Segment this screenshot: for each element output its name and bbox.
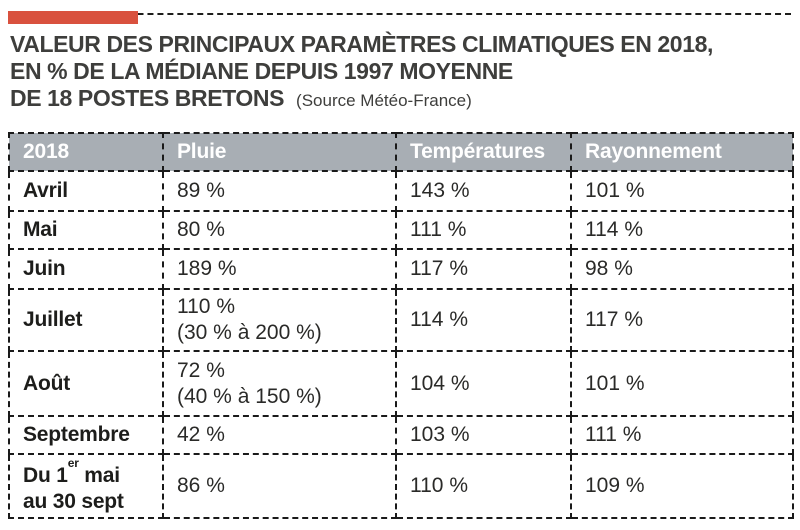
cell-pluie: 80 %	[162, 210, 397, 250]
table-row-septembre: Septembre 42 % 103 % 111 %	[8, 415, 794, 455]
cell-pluie: 89 %	[162, 170, 397, 212]
row-label-line-1: Du 1er mai	[23, 456, 120, 487]
table-row-mai: Mai 80 % 111 % 114 %	[8, 210, 794, 250]
row-label: Du 1er mai au 30 sept	[8, 453, 164, 519]
accent-bar	[8, 11, 138, 24]
cell-temperatures: 143 %	[395, 170, 572, 212]
cell-temperatures: 117 %	[395, 248, 572, 290]
title-line-3: DE 18 POSTES BRETONS (Source Météo-France…	[10, 85, 796, 114]
table-row-mai-sept: Du 1er mai au 30 sept 86 % 110 % 109 %	[8, 453, 794, 519]
cell-pluie: 110 % (30 % à 200 %)	[162, 288, 397, 352]
cell-pluie: 72 % (40 % à 150 %)	[162, 350, 397, 417]
cell-pluie: 42 %	[162, 415, 397, 455]
row-label: Juillet	[8, 288, 164, 352]
cell-pluie-value: 110 %	[177, 295, 235, 318]
source-label: (Source Météo-France)	[296, 91, 472, 110]
cell-pluie: 189 %	[162, 248, 397, 290]
cell-pluie-value: 72 %	[177, 358, 225, 382]
row-label: Août	[8, 350, 164, 417]
table-row-juin: Juin 189 % 117 % 98 %	[8, 248, 794, 290]
row-label: Avril	[8, 170, 164, 212]
cell-pluie-range: (40 % à 150 %)	[177, 384, 322, 408]
title-line-1: VALEUR DES PRINCIPAUX PARAMÈTRES CLIMATI…	[10, 31, 713, 57]
cell-pluie: 86 %	[162, 453, 397, 519]
col-header-rayonnement: Rayonnement	[570, 132, 794, 172]
cell-temperatures: 104 %	[395, 350, 572, 417]
climate-table: 2018 Pluie Températures Rayonnement Avri…	[8, 132, 794, 519]
cell-temperatures: 103 %	[395, 415, 572, 455]
table-row-aout: Août 72 % (40 % à 150 %) 104 % 101 %	[8, 350, 794, 417]
top-dashed-rule	[8, 11, 791, 24]
row-label-line-2: au 30 sept	[23, 490, 124, 513]
row-label: Mai	[8, 210, 164, 250]
cell-rayonnement: 117 %	[570, 288, 794, 352]
col-header-year: 2018	[8, 132, 164, 172]
title-line-2: EN % DE LA MÉDIANE DEPUIS 1997 MOYENNE	[10, 58, 513, 84]
title-line-3-text: DE 18 POSTES BRETONS	[10, 85, 285, 111]
page-title: VALEUR DES PRINCIPAUX PARAMÈTRES CLIMATI…	[10, 31, 796, 114]
cell-rayonnement: 109 %	[570, 453, 794, 519]
col-header-temperatures: Températures	[395, 132, 572, 172]
cell-rayonnement: 111 %	[570, 415, 794, 455]
cell-temperatures: 110 %	[395, 453, 572, 519]
table-row-avril: Avril 89 % 143 % 101 %	[8, 170, 794, 212]
cell-temperatures: 111 %	[395, 210, 572, 250]
cell-pluie-range: (30 % à 200 %)	[177, 321, 322, 344]
cell-temperatures: 114 %	[395, 288, 572, 352]
table-row-juillet: Juillet 110 % (30 % à 200 %) 114 % 117 %	[8, 288, 794, 352]
row-label: Septembre	[8, 415, 164, 455]
row-label: Juin	[8, 248, 164, 290]
cell-rayonnement: 98 %	[570, 248, 794, 290]
cell-rayonnement: 114 %	[570, 210, 794, 250]
cell-rayonnement: 101 %	[570, 350, 794, 417]
cell-rayonnement: 101 %	[570, 170, 794, 212]
table-header-row: 2018 Pluie Températures Rayonnement	[8, 132, 794, 172]
ordinal-suffix: er	[67, 456, 79, 470]
col-header-pluie: Pluie	[162, 132, 397, 172]
